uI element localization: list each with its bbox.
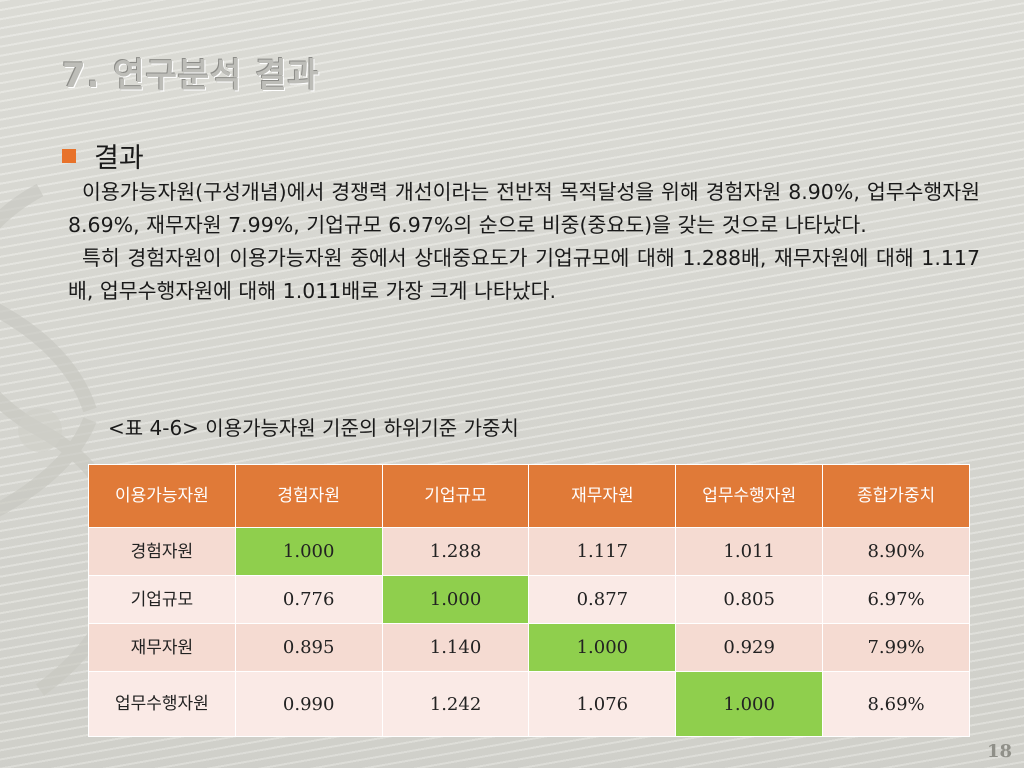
header-cell: 기업규모	[381, 464, 530, 528]
table-cell: 1.242	[381, 671, 530, 737]
header-cell: 재무자원	[528, 464, 677, 528]
table-cell: 1.288	[381, 527, 530, 576]
header-cell: 업무수행자원	[675, 464, 824, 528]
table-cell: 8.69%	[822, 671, 970, 737]
paragraph-1: 이용가능자원(구성개념)에서 경쟁력 개선이라는 전반적 목적달성을 위해 경험…	[68, 180, 980, 237]
row-header-cell: 기업규모	[88, 575, 236, 624]
page-number: 18	[986, 741, 1012, 762]
row-header-cell: 재무자원	[88, 623, 236, 672]
header-cell: 이용가능자원	[88, 464, 236, 528]
table-cell: 0.805	[675, 575, 824, 624]
bullet-heading: 결과	[62, 136, 144, 175]
bullet-heading-text: 결과	[94, 143, 144, 174]
table-cell: 8.90%	[822, 527, 970, 576]
row-header-cell: 업무수행자원	[88, 671, 236, 737]
table-caption: <표 4-6> 이용가능자원 기준의 하위기준 가중치	[108, 416, 519, 440]
table-cell: 1.000	[381, 575, 530, 624]
table-cell: 7.99%	[822, 623, 970, 672]
table-row: 업무수행자원 0.990 1.242 1.076 1.000 8.69%	[88, 671, 970, 737]
table-cell: 1.140	[381, 623, 530, 672]
table-cell: 0.776	[234, 575, 383, 624]
header-cell: 경험자원	[234, 464, 383, 528]
table-row: 재무자원 0.895 1.140 1.000 0.929 7.99%	[88, 623, 970, 672]
table-cell: 1.000	[528, 623, 677, 672]
table-cell: 1.117	[528, 527, 677, 576]
table-cell: 1.076	[528, 671, 677, 737]
table-cell: 1.000	[675, 671, 824, 737]
table-cell: 0.929	[675, 623, 824, 672]
body-text: 이용가능자원(구성개념)에서 경쟁력 개선이라는 전반적 목적달성을 위해 경험…	[68, 176, 980, 308]
table-cell: 6.97%	[822, 575, 970, 624]
table-row: 기업규모 0.776 1.000 0.877 0.805 6.97%	[88, 575, 970, 624]
table-row: 경험자원 1.000 1.288 1.117 1.011 8.90%	[88, 527, 970, 576]
page-title: 7. 연구분석 결과	[62, 56, 320, 96]
table-cell: 0.877	[528, 575, 677, 624]
table-header-row: 이용가능자원 경험자원 기업규모 재무자원 업무수행자원 종합가중치	[88, 464, 970, 528]
paragraph-2: 특히 경험자원이 이용가능자원 중에서 상대중요도가 기업규모에 대해 1.28…	[68, 246, 980, 303]
table-cell: 0.990	[234, 671, 383, 737]
table-cell: 1.011	[675, 527, 824, 576]
weights-table: 이용가능자원 경험자원 기업규모 재무자원 업무수행자원 종합가중치 경험자원 …	[88, 464, 970, 737]
row-header-cell: 경험자원	[88, 527, 236, 576]
table-cell: 0.895	[234, 623, 383, 672]
header-cell: 종합가중치	[822, 464, 970, 528]
bullet-square-icon	[62, 148, 76, 163]
table-cell: 1.000	[234, 527, 383, 576]
